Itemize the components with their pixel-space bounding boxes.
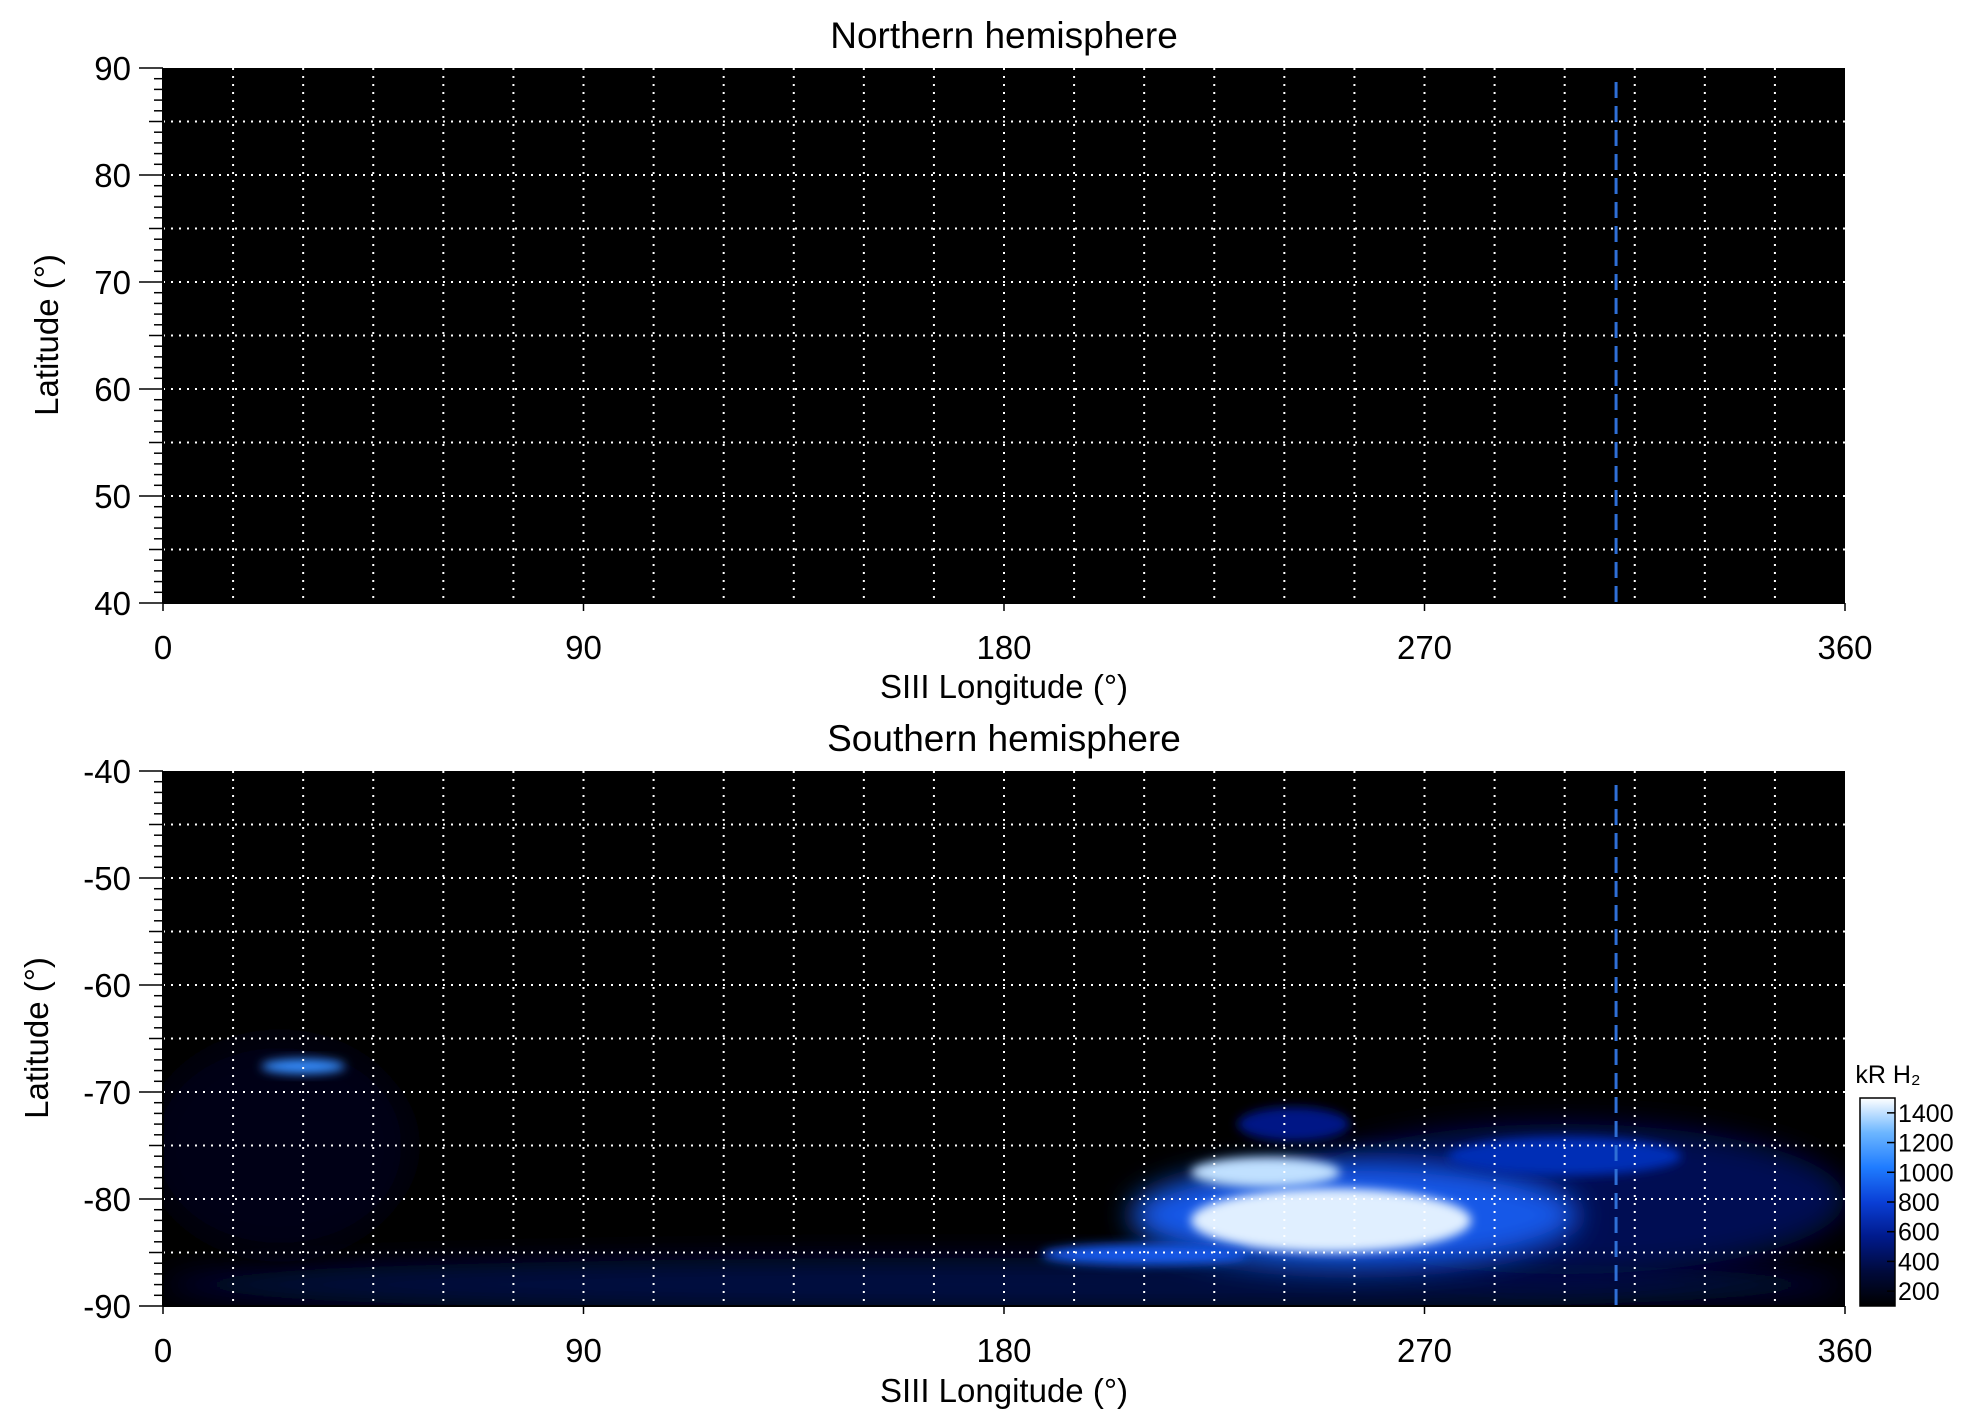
- north-y-tick-label: 80: [94, 157, 131, 194]
- colorbar-tick-label: 400: [1898, 1248, 1940, 1276]
- south-axes: [139, 770, 1846, 1314]
- south-y-tick-label: -80: [83, 1181, 131, 1218]
- north-x-tick-label: 90: [565, 629, 602, 666]
- north-y-tick-label: 50: [94, 478, 131, 515]
- south-x-tick-label: 0: [154, 1332, 172, 1369]
- colorbar-tick-label: 200: [1898, 1278, 1940, 1306]
- north-axes: [139, 67, 1846, 611]
- south-x-tick-label: 180: [976, 1332, 1031, 1369]
- south-emission-region-7: [1237, 1106, 1350, 1142]
- south-emission-region-3: [261, 1058, 346, 1074]
- colorbar-label: kR H₂: [1855, 1061, 1920, 1089]
- south-y-tick-label: -60: [83, 967, 131, 1004]
- north-x-tick-labels: 0 90 180 270 360: [154, 629, 1873, 666]
- north-x-axis-label: SIII Longitude (°): [880, 668, 1128, 705]
- south-y-tick-labels: -90 -80 -70 -60 -50 -40: [83, 753, 131, 1325]
- north-y-tick-labels: 40 50 60 70 80 90: [94, 50, 131, 622]
- north-x-tick-label: 360: [1817, 629, 1872, 666]
- north-panel: Northern hemisphere 0 90 180 270 360 40 50 60 7…: [28, 15, 1873, 705]
- north-x-tick-label: 0: [154, 629, 172, 666]
- south-y-tick-label: -40: [83, 753, 131, 790]
- south-y-tick-label: -70: [83, 1074, 131, 1111]
- south-x-tick-label: 270: [1397, 1332, 1452, 1369]
- north-grid: [163, 68, 1845, 603]
- north-y-tick-label: 60: [94, 371, 131, 408]
- south-x-tick-labels: 0 90 180 270 360: [154, 1332, 1873, 1369]
- south-x-axis-label: SIII Longitude (°): [880, 1372, 1128, 1409]
- north-x-tick-label: 180: [976, 629, 1031, 666]
- north-y-tick-label: 70: [94, 264, 131, 301]
- south-y-tick-label: -90: [83, 1288, 131, 1325]
- south-emission-region-9: [1041, 1243, 1247, 1266]
- south-x-tick-label: 90: [565, 1332, 602, 1369]
- south-x-tick-label: 360: [1817, 1332, 1872, 1369]
- south-emission-region-5: [1190, 1188, 1472, 1253]
- south-emission-region-6: [1190, 1157, 1341, 1188]
- colorbar-tick-label: 800: [1898, 1189, 1940, 1217]
- north-y-tick-label: 40: [94, 585, 131, 622]
- colorbar-tick-label: 600: [1898, 1219, 1940, 1247]
- north-x-tick-label: 270: [1397, 629, 1452, 666]
- colorbar-tick-label: 1200: [1898, 1130, 1954, 1158]
- colorbar-tick-label: 1400: [1898, 1100, 1954, 1128]
- colorbar-tick-label: 1000: [1898, 1159, 1954, 1187]
- south-title: Southern hemisphere: [827, 718, 1181, 759]
- north-title: Northern hemisphere: [830, 15, 1178, 56]
- south-emission-region-0: [163, 1257, 1845, 1306]
- north-y-axis-label: Latitude (°): [28, 254, 65, 416]
- south-grid: [163, 771, 1845, 1306]
- south-y-axis-label: Latitude (°): [18, 957, 55, 1119]
- north-y-tick-label: 90: [94, 50, 131, 87]
- south-y-tick-label: -50: [83, 860, 131, 897]
- south-panel: Southern hemisphere 0 90 180 270 360 -90-80-…: [18, 718, 1873, 1409]
